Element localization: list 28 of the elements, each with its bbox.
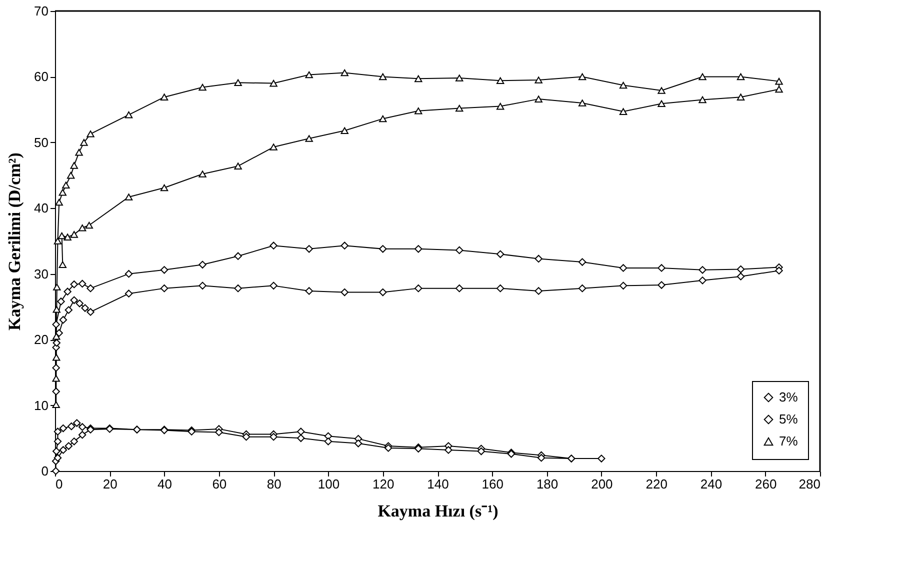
x-tick-label: 260 [755, 476, 777, 492]
y-tick-label: 0 [41, 464, 48, 478]
x-tick-label: 20 [102, 476, 118, 492]
x-axis-title: Kayma Hızı (s⁻¹) [378, 502, 498, 520]
x-tick-label: 180 [536, 476, 558, 492]
x-tick-label: 280 [798, 476, 820, 492]
x-tick-label: 220 [646, 476, 668, 492]
x-tick-label: 100 [318, 476, 340, 492]
y-tick-label: 20 [34, 332, 48, 348]
x-tick-label: 240 [700, 476, 722, 492]
y-axis-title: Kayma Gerilimi (D/cm²) [5, 152, 24, 330]
x-tick-label: 40 [158, 476, 172, 492]
y-tick-label: 50 [34, 134, 48, 150]
x-tick-label: 0 [56, 476, 63, 492]
y-tick-label: 30 [34, 266, 48, 282]
y-tick-label: 60 [34, 69, 48, 84]
x-tick-label: 80 [266, 476, 282, 492]
x-tick-label: 120 [372, 476, 394, 492]
legend-label: 7% [779, 434, 798, 448]
x-tick-label: 60 [212, 476, 227, 492]
x-tick-label: 160 [482, 476, 504, 492]
legend-label: 5% [779, 412, 798, 426]
x-tick-label: 140 [427, 476, 449, 492]
y-tick-label: 70 [34, 4, 48, 18]
y-tick-label: 40 [34, 200, 48, 216]
legend-label: 3% [779, 390, 798, 404]
x-tick-label: 200 [591, 476, 613, 492]
y-tick-label: 10 [34, 398, 48, 413]
